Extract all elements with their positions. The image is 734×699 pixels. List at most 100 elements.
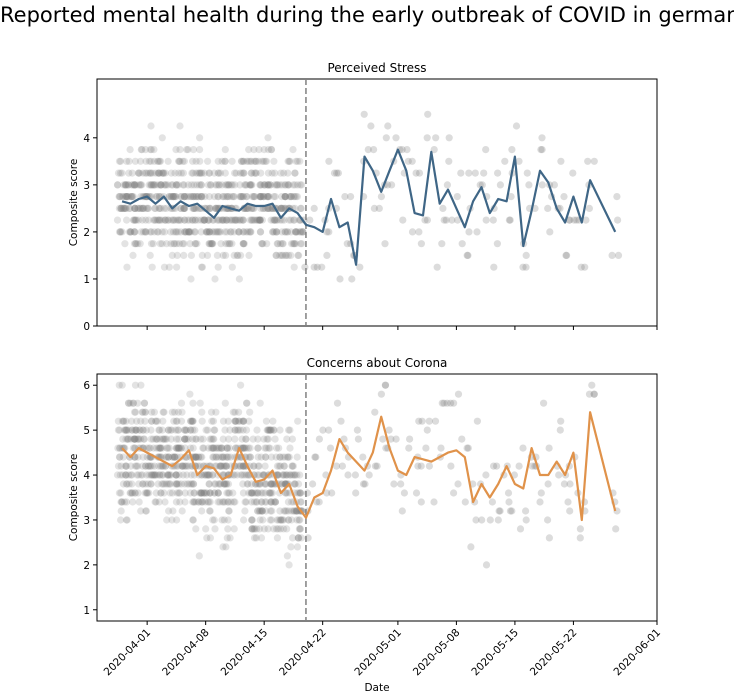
response-point [160, 480, 169, 488]
response-point [185, 228, 193, 236]
response-point [367, 122, 375, 130]
response-point [425, 462, 433, 470]
response-point [224, 525, 232, 533]
response-point [260, 525, 268, 533]
response-point [187, 417, 195, 425]
response-point [203, 228, 211, 236]
response-point [361, 480, 369, 488]
response-point [215, 181, 223, 189]
response-point [287, 193, 295, 201]
response-point [467, 543, 475, 551]
response-point [149, 471, 157, 479]
response-point [239, 193, 247, 201]
response-point [438, 399, 446, 407]
response-point [206, 498, 214, 506]
response-point [293, 543, 302, 551]
response-point [245, 489, 253, 497]
response-point [200, 169, 208, 177]
response-point [581, 263, 589, 271]
response-point [171, 453, 179, 461]
response-point [178, 507, 186, 515]
response-point [130, 228, 138, 236]
response-point [249, 435, 257, 443]
response-point [371, 462, 379, 470]
response-point [198, 489, 206, 497]
response-point [180, 240, 188, 248]
response-point [163, 516, 171, 524]
response-point [187, 228, 195, 236]
response-point [170, 417, 178, 425]
response-point [354, 435, 362, 443]
response-point [204, 181, 212, 189]
response-point [262, 444, 270, 452]
response-point [281, 251, 289, 259]
response-point [283, 435, 291, 443]
response-point [146, 444, 154, 452]
response-point [228, 181, 237, 189]
response-point [351, 471, 359, 479]
response-point [179, 181, 187, 189]
response-point [122, 471, 130, 479]
response-point [196, 134, 204, 142]
response-point [214, 498, 222, 506]
response-point [192, 453, 200, 461]
response-point [142, 169, 151, 177]
response-point [438, 240, 446, 248]
response-point [204, 228, 212, 236]
response-point [168, 453, 176, 461]
response-point [284, 453, 292, 461]
response-point [276, 453, 284, 461]
response-point [177, 444, 185, 452]
response-point [281, 193, 289, 201]
response-point [256, 193, 264, 201]
response-point [388, 181, 396, 189]
response-point [209, 516, 217, 524]
response-point [220, 453, 228, 461]
response-point [278, 193, 286, 201]
response-point [480, 169, 488, 177]
response-point [115, 453, 124, 461]
response-point [175, 157, 183, 165]
response-point [222, 462, 230, 470]
response-point [291, 471, 299, 479]
response-point [157, 181, 165, 189]
response-point [153, 444, 161, 452]
response-point [290, 216, 298, 224]
response-point [216, 462, 224, 470]
response-point [181, 228, 189, 236]
response-point [181, 426, 189, 434]
response-point [265, 204, 273, 212]
response-point [122, 426, 130, 434]
response-point [259, 193, 267, 201]
response-point [267, 426, 275, 434]
response-point [297, 489, 305, 497]
response-point [282, 471, 290, 479]
response-point [160, 489, 168, 497]
response-point [230, 228, 238, 236]
response-point [508, 507, 516, 515]
response-point [185, 228, 193, 236]
response-point [216, 228, 225, 236]
response-point [494, 516, 502, 524]
response-point [268, 480, 276, 488]
response-point [158, 134, 166, 142]
response-point [142, 228, 150, 236]
response-point [148, 417, 156, 425]
response-point [280, 525, 288, 533]
response-point [423, 134, 431, 142]
response-point [292, 240, 300, 248]
response-point [195, 552, 203, 560]
response-point [172, 471, 180, 479]
response-point [243, 181, 251, 189]
response-point [405, 444, 413, 452]
response-point [142, 408, 150, 416]
response-point [189, 516, 197, 524]
response-point [172, 193, 180, 201]
response-point [143, 489, 151, 497]
response-point [154, 228, 162, 236]
response-point [239, 240, 248, 248]
response-point [264, 426, 272, 434]
response-point [123, 263, 131, 271]
response-point [212, 453, 220, 461]
response-point [122, 435, 130, 443]
